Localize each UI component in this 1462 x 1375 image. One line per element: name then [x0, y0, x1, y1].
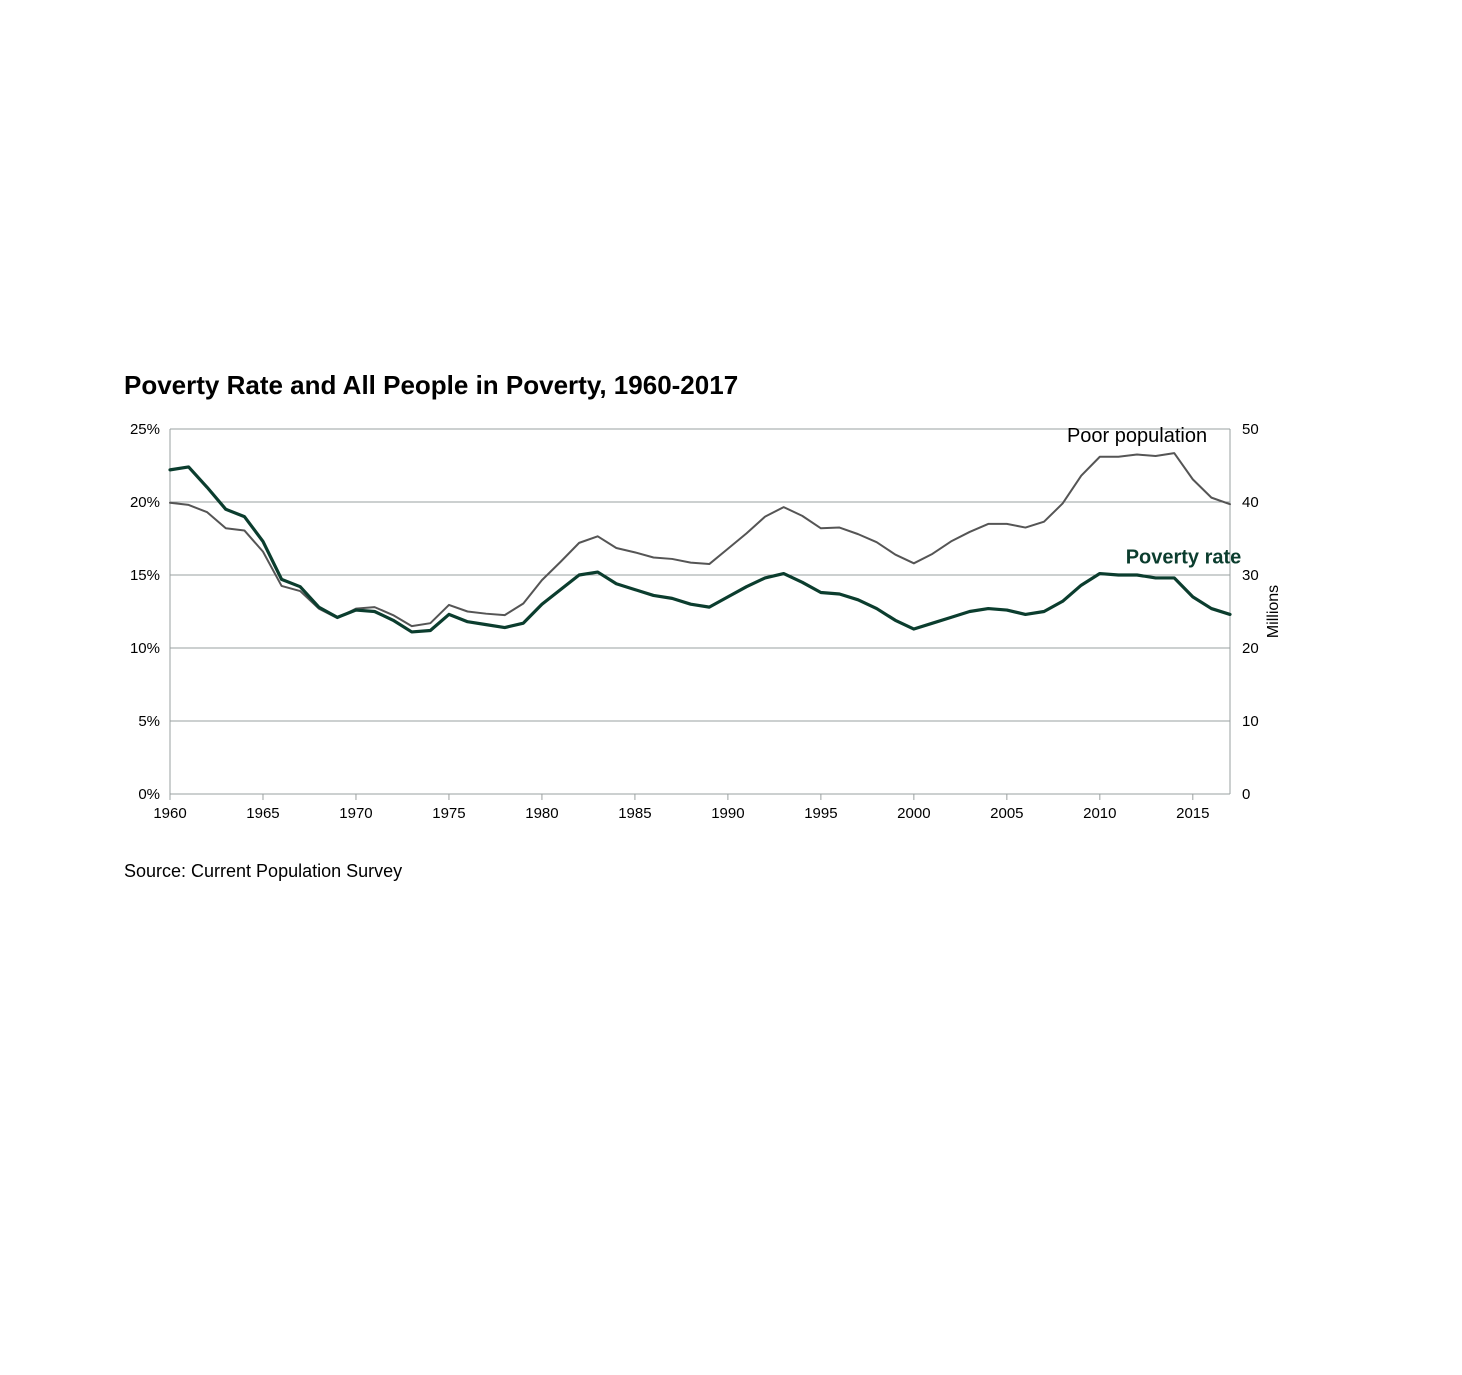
svg-text:15%: 15%: [130, 567, 160, 584]
svg-text:10%: 10%: [130, 640, 160, 657]
series-line: [170, 453, 1230, 626]
svg-text:30: 30: [1242, 567, 1259, 584]
svg-text:10: 10: [1242, 713, 1259, 730]
svg-text:2005: 2005: [990, 805, 1023, 822]
svg-text:20: 20: [1242, 640, 1259, 657]
svg-text:2015: 2015: [1176, 805, 1209, 822]
svg-text:1970: 1970: [339, 805, 372, 822]
svg-text:50: 50: [1242, 421, 1259, 438]
svg-text:5%: 5%: [138, 713, 160, 730]
poverty-chart: 0% 5% 10% 15% 20% 25% 0 10 20 30 40 50 Millions 1960 1…: [100, 419, 1300, 839]
svg-text:1960: 1960: [153, 805, 186, 822]
svg-text:20%: 20%: [130, 494, 160, 511]
svg-text:1975: 1975: [432, 805, 465, 822]
svg-text:Poor population: Poor population: [1067, 425, 1207, 447]
svg-text:1995: 1995: [804, 805, 837, 822]
svg-text:1990: 1990: [711, 805, 744, 822]
svg-text:Poverty rate: Poverty rate: [1126, 546, 1242, 568]
svg-text:1985: 1985: [618, 805, 651, 822]
source-label: Source: Current Population Survey: [124, 861, 1362, 882]
chart-container: Poverty Rate and All People in Poverty, …: [100, 370, 1362, 882]
svg-text:0%: 0%: [138, 786, 160, 803]
svg-text:Millions: Millions: [1265, 585, 1282, 638]
svg-text:1980: 1980: [525, 805, 558, 822]
svg-text:2010: 2010: [1083, 805, 1116, 822]
svg-text:0: 0: [1242, 786, 1250, 803]
page: Poverty Rate and All People in Poverty, …: [0, 0, 1462, 1375]
svg-text:1965: 1965: [246, 805, 279, 822]
chart-title: Poverty Rate and All People in Poverty, …: [124, 370, 1362, 401]
svg-text:2000: 2000: [897, 805, 930, 822]
svg-text:25%: 25%: [130, 421, 160, 438]
svg-text:40: 40: [1242, 494, 1259, 511]
